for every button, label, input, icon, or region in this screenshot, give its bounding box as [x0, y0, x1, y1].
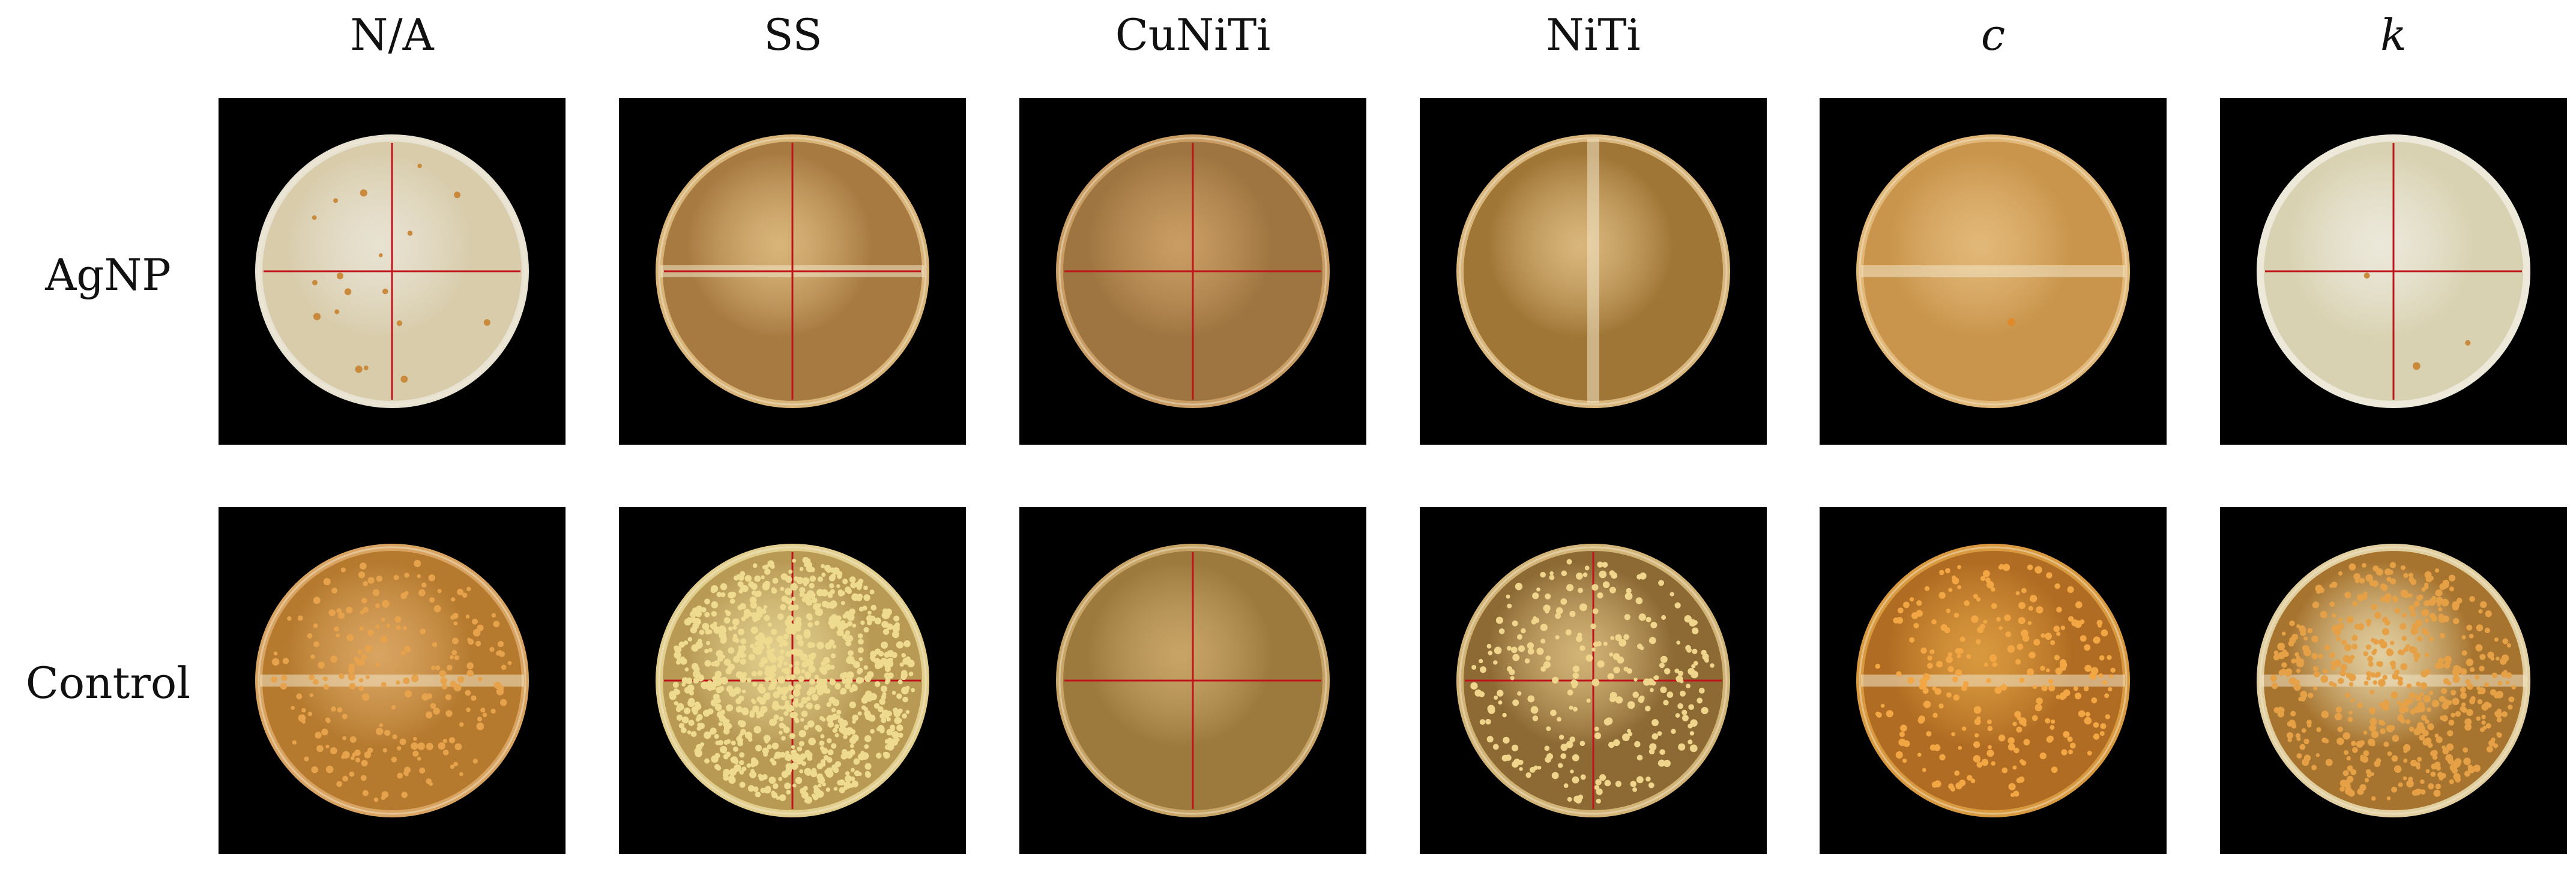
plate-photo-control-niti: [1420, 507, 1767, 854]
plate-photo-agnp-ss: [619, 98, 966, 445]
column-header-c: c: [1980, 10, 2006, 60]
petri-dish-image: [1056, 134, 1330, 408]
column-header-niti: NiTi: [1546, 10, 1641, 60]
plate-photo-control-c: [1820, 507, 2167, 854]
plate-photo-agnp-cuniti: [1019, 98, 1366, 445]
petri-dish-image: [656, 134, 929, 408]
petri-dish-image: [255, 134, 529, 408]
plate-photo-control-cuniti: [1019, 507, 1366, 854]
plate-photo-agnp-c: [1820, 98, 2167, 445]
column-header-cuniti: CuNiTi: [1115, 10, 1271, 60]
petri-dish-image: [1456, 544, 1730, 817]
petri-dish-image: [1456, 134, 1730, 408]
petri-dish-image: [656, 544, 929, 817]
petri-dish-image: [2257, 134, 2530, 408]
row-label-agnp: AgNP: [45, 250, 171, 300]
plate-photo-agnp-na: [219, 98, 566, 445]
plate-photo-agnp-niti: [1420, 98, 1767, 445]
petri-dish-image: [2257, 544, 2530, 817]
plate-photo-control-na: [219, 507, 566, 854]
plate-photo-agnp-k: [2220, 98, 2567, 445]
petri-dish-image: [255, 544, 529, 817]
petri-dish-image: [1856, 544, 2130, 817]
petri-dish-image: [1056, 544, 1330, 817]
column-header-na: N/A: [350, 10, 434, 60]
plate-photo-control-ss: [619, 507, 966, 854]
row-label-control: Control: [25, 658, 191, 708]
petri-dish-image: [1856, 134, 2130, 408]
column-header-k: k: [2380, 10, 2407, 60]
plate-photo-control-k: [2220, 507, 2567, 854]
column-header-ss: SS: [764, 10, 822, 60]
